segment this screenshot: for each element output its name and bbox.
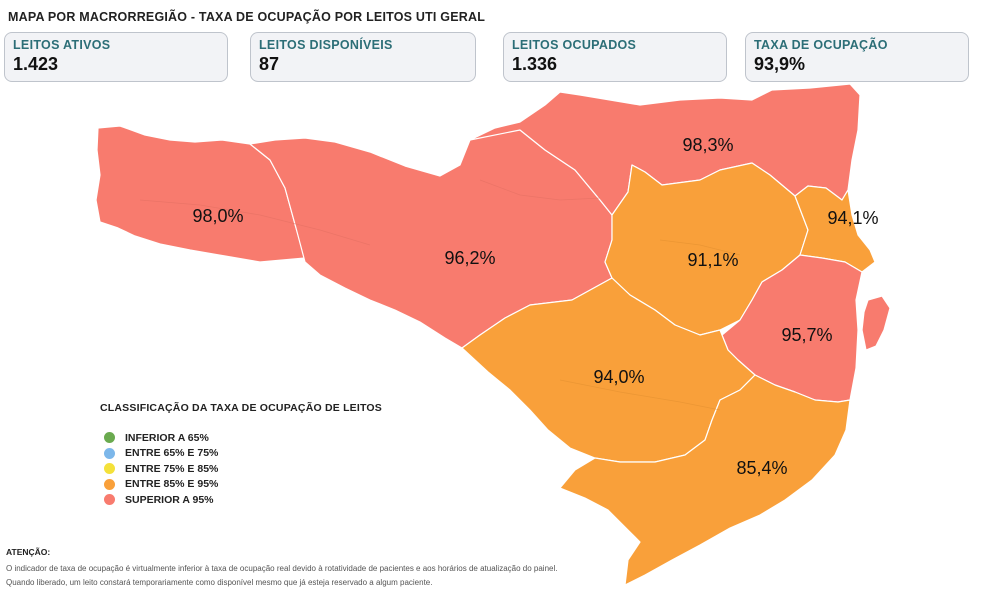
legend-label: ENTRE 65% E 75% (125, 447, 219, 460)
notice-title: ATENÇÃO: (6, 547, 51, 557)
region-value-label: 91,1% (687, 250, 738, 270)
region-value-label: 85,4% (736, 458, 787, 478)
notice: ATENÇÃO: O indicador de taxa de ocupação… (6, 547, 646, 590)
legend-label: ENTRE 75% E 85% (125, 462, 219, 475)
kpi-value: 87 (259, 54, 280, 74)
region-value-label: 98,0% (192, 206, 243, 226)
legend-dot (104, 494, 115, 506)
kpi-card-leitos-disponiveis: LEITOS DISPONÍVEIS 87 (250, 32, 476, 82)
kpi-value: 1.423 (13, 54, 59, 74)
macroregion-map: 98,0% 96,2% 98,3% 91,1% 94,1% 95,7% 94,0… (0, 80, 984, 596)
region-value-label: 94,0% (593, 367, 644, 387)
legend-dot (104, 447, 115, 459)
legend-label: ENTRE 85% E 95% (125, 478, 219, 491)
legend-dot (104, 432, 115, 444)
river-lines-orange (559, 239, 741, 411)
river-lines (139, 179, 601, 246)
kpi-label: LEITOS ATIVOS (13, 38, 111, 52)
region-value-label: 94,1% (827, 208, 878, 228)
legend-label: INFERIOR A 65% (125, 431, 209, 444)
region-value-label: 95,7% (781, 325, 832, 345)
kpi-label: LEITOS DISPONÍVEIS (259, 38, 393, 52)
map-svg: 98,0% 96,2% 98,3% 91,1% 94,1% 95,7% 94,0… (95, 83, 891, 586)
notice-line: O indicador de taxa de ocupação é virtua… (6, 564, 558, 573)
legend-title: CLASSIFICAÇÃO DA TAXA DE OCUPAÇÃO DE LEI… (100, 402, 382, 414)
kpi-card-leitos-ocupados: LEITOS OCUPADOS 1.336 (503, 32, 727, 82)
kpi-card-taxa-ocupacao: TAXA DE OCUPAÇÃO 93,9% (745, 32, 969, 82)
legend: CLASSIFICAÇÃO DA TAXA DE OCUPAÇÃO DE LEI… (100, 402, 382, 508)
legend-dot (104, 463, 115, 475)
legend-item: ENTRE 65% E 75% (104, 446, 382, 462)
region-grande-oeste[interactable] (95, 125, 306, 263)
kpi-value: 93,9% (754, 54, 806, 74)
legend-item: ENTRE 85% E 95% (104, 477, 382, 493)
kpi-label: TAXA DE OCUPAÇÃO (754, 38, 888, 52)
region-sul[interactable] (559, 374, 851, 586)
page-title: MAPA POR MACRORREGIÃO - TAXA DE OCUPAÇÃO… (8, 10, 486, 24)
legend-label: SUPERIOR A 95% (125, 493, 214, 506)
kpi-card-leitos-ativos: LEITOS ATIVOS 1.423 (4, 32, 228, 82)
kpi-value: 1.336 (512, 54, 558, 74)
legend-item: INFERIOR A 65% (104, 430, 382, 446)
legend-dot (104, 478, 115, 490)
kpi-label: LEITOS OCUPADOS (512, 38, 637, 52)
region-value-label: 96,2% (444, 248, 495, 268)
legend-item: SUPERIOR A 95% (104, 492, 382, 508)
legend-item: ENTRE 75% E 85% (104, 461, 382, 477)
region-ilha (861, 295, 891, 351)
region-value-label: 98,3% (682, 135, 733, 155)
notice-line: Quando liberado, um leito constará tempo… (6, 578, 433, 587)
